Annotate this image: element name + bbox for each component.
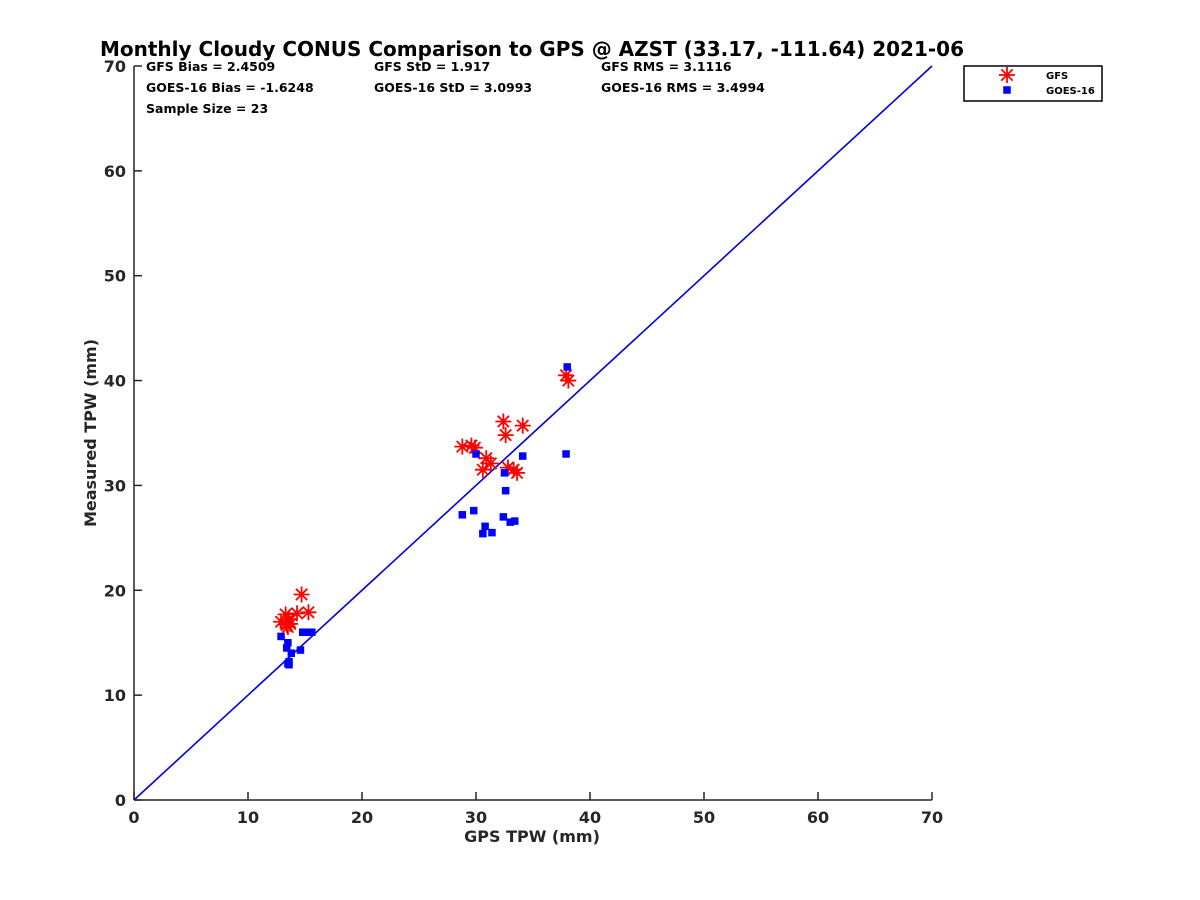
goes-std-label: GOES-16 StD = 3.0993: [374, 80, 532, 95]
y-tick-label: 0: [115, 791, 126, 810]
goes-bias-label: GOES-16 Bias = -1.6248: [146, 80, 314, 95]
legend-gfs-label: GFS: [1046, 71, 1068, 82]
goes-16-point: [488, 528, 496, 537]
goes-16-point: [479, 529, 487, 538]
gfs-point: [293, 586, 310, 603]
legend-box: [963, 65, 1103, 102]
goes-16-point: [499, 513, 508, 521]
axes: 0 10 20 30 40 50 60 70 0 10 20 30 40 50 60 70: [104, 57, 943, 827]
x-tick-label: 10: [237, 808, 259, 827]
gfs-point: [482, 455, 499, 472]
goes-16-point: [298, 628, 307, 636]
reference-line-layer: [133, 65, 933, 801]
y-tick-label: 70: [104, 57, 126, 76]
stats-annotations: GFS Bias = 2.4509 GFS StD = 1.917 GFS RM…: [146, 59, 765, 116]
goes-rms-label: GOES-16 RMS = 3.4994: [601, 80, 765, 95]
gfs-bias-label: GFS Bias = 2.4509: [146, 59, 275, 74]
x-axis-label: GPS TPW (mm): [464, 827, 600, 846]
goes-16-point: [501, 486, 510, 495]
goes-16-point: [296, 646, 305, 654]
goes-16-point: [506, 518, 514, 526]
goes-16-series: [277, 363, 571, 669]
goes-16-point: [563, 363, 571, 371]
y-tick-label: 40: [104, 372, 126, 391]
y-tick-label: 60: [104, 162, 126, 181]
goes-16-point: [469, 506, 478, 515]
goes-16-point: [562, 450, 570, 458]
goes-16-point: [284, 638, 292, 647]
gfs-point: [497, 427, 514, 444]
y-tick-label: 20: [104, 581, 126, 600]
goes-16-point: [283, 644, 291, 652]
chart-title: Monthly Cloudy CONUS Comparison to GPS @…: [100, 37, 964, 61]
goes-16-point: [458, 511, 467, 519]
goes-16-point: [277, 632, 285, 641]
x-tick-label: 30: [465, 808, 487, 827]
y-tick-label: 10: [104, 686, 126, 705]
gfs-rms-label: GFS RMS = 3.1116: [601, 59, 732, 74]
gfs-series: [273, 367, 577, 635]
x-tick-label: 50: [693, 808, 715, 827]
gfs-point: [289, 605, 306, 622]
goes-16-point: [500, 469, 509, 477]
goes-16-point: [287, 649, 296, 657]
legend-goes-16-marker: [1003, 86, 1011, 94]
goes-16-point: [518, 452, 527, 460]
legend-goes-16-label: GOES-16: [1046, 86, 1095, 97]
gfs-point: [495, 413, 512, 430]
y-tick-label: 50: [104, 267, 126, 286]
gfs-point: [509, 464, 526, 481]
x-tick-label: 40: [579, 808, 601, 827]
gfs-std-label: GFS StD = 1.917: [374, 59, 490, 74]
legend-gfs-marker: [999, 67, 1015, 83]
goes-16-point: [285, 657, 293, 666]
x-tick-label: 0: [128, 808, 139, 827]
goes-16-point: [472, 450, 480, 458]
sample-size-label: Sample Size = 23: [146, 101, 268, 116]
gfs-point: [300, 604, 317, 621]
goes-16-point: [303, 628, 312, 636]
y-tick-label: 30: [104, 476, 126, 495]
goes-16-point: [511, 517, 519, 525]
legend-gfs-asterisk: [999, 67, 1015, 83]
one-to-one-line: [133, 65, 933, 801]
gfs-point: [282, 615, 299, 632]
x-tick-label: 60: [807, 808, 829, 827]
goes-16-point: [308, 628, 316, 636]
gfs-point: [514, 417, 531, 434]
x-tick-label: 20: [351, 808, 373, 827]
y-axis-label: Measured TPW (mm): [81, 339, 100, 527]
x-tick-label: 70: [921, 808, 943, 827]
gfs-point: [560, 372, 577, 389]
goes-16-point: [481, 522, 489, 531]
legend-goes-16-square: [1003, 86, 1011, 94]
legend: GFS GOES-16: [963, 65, 1103, 102]
